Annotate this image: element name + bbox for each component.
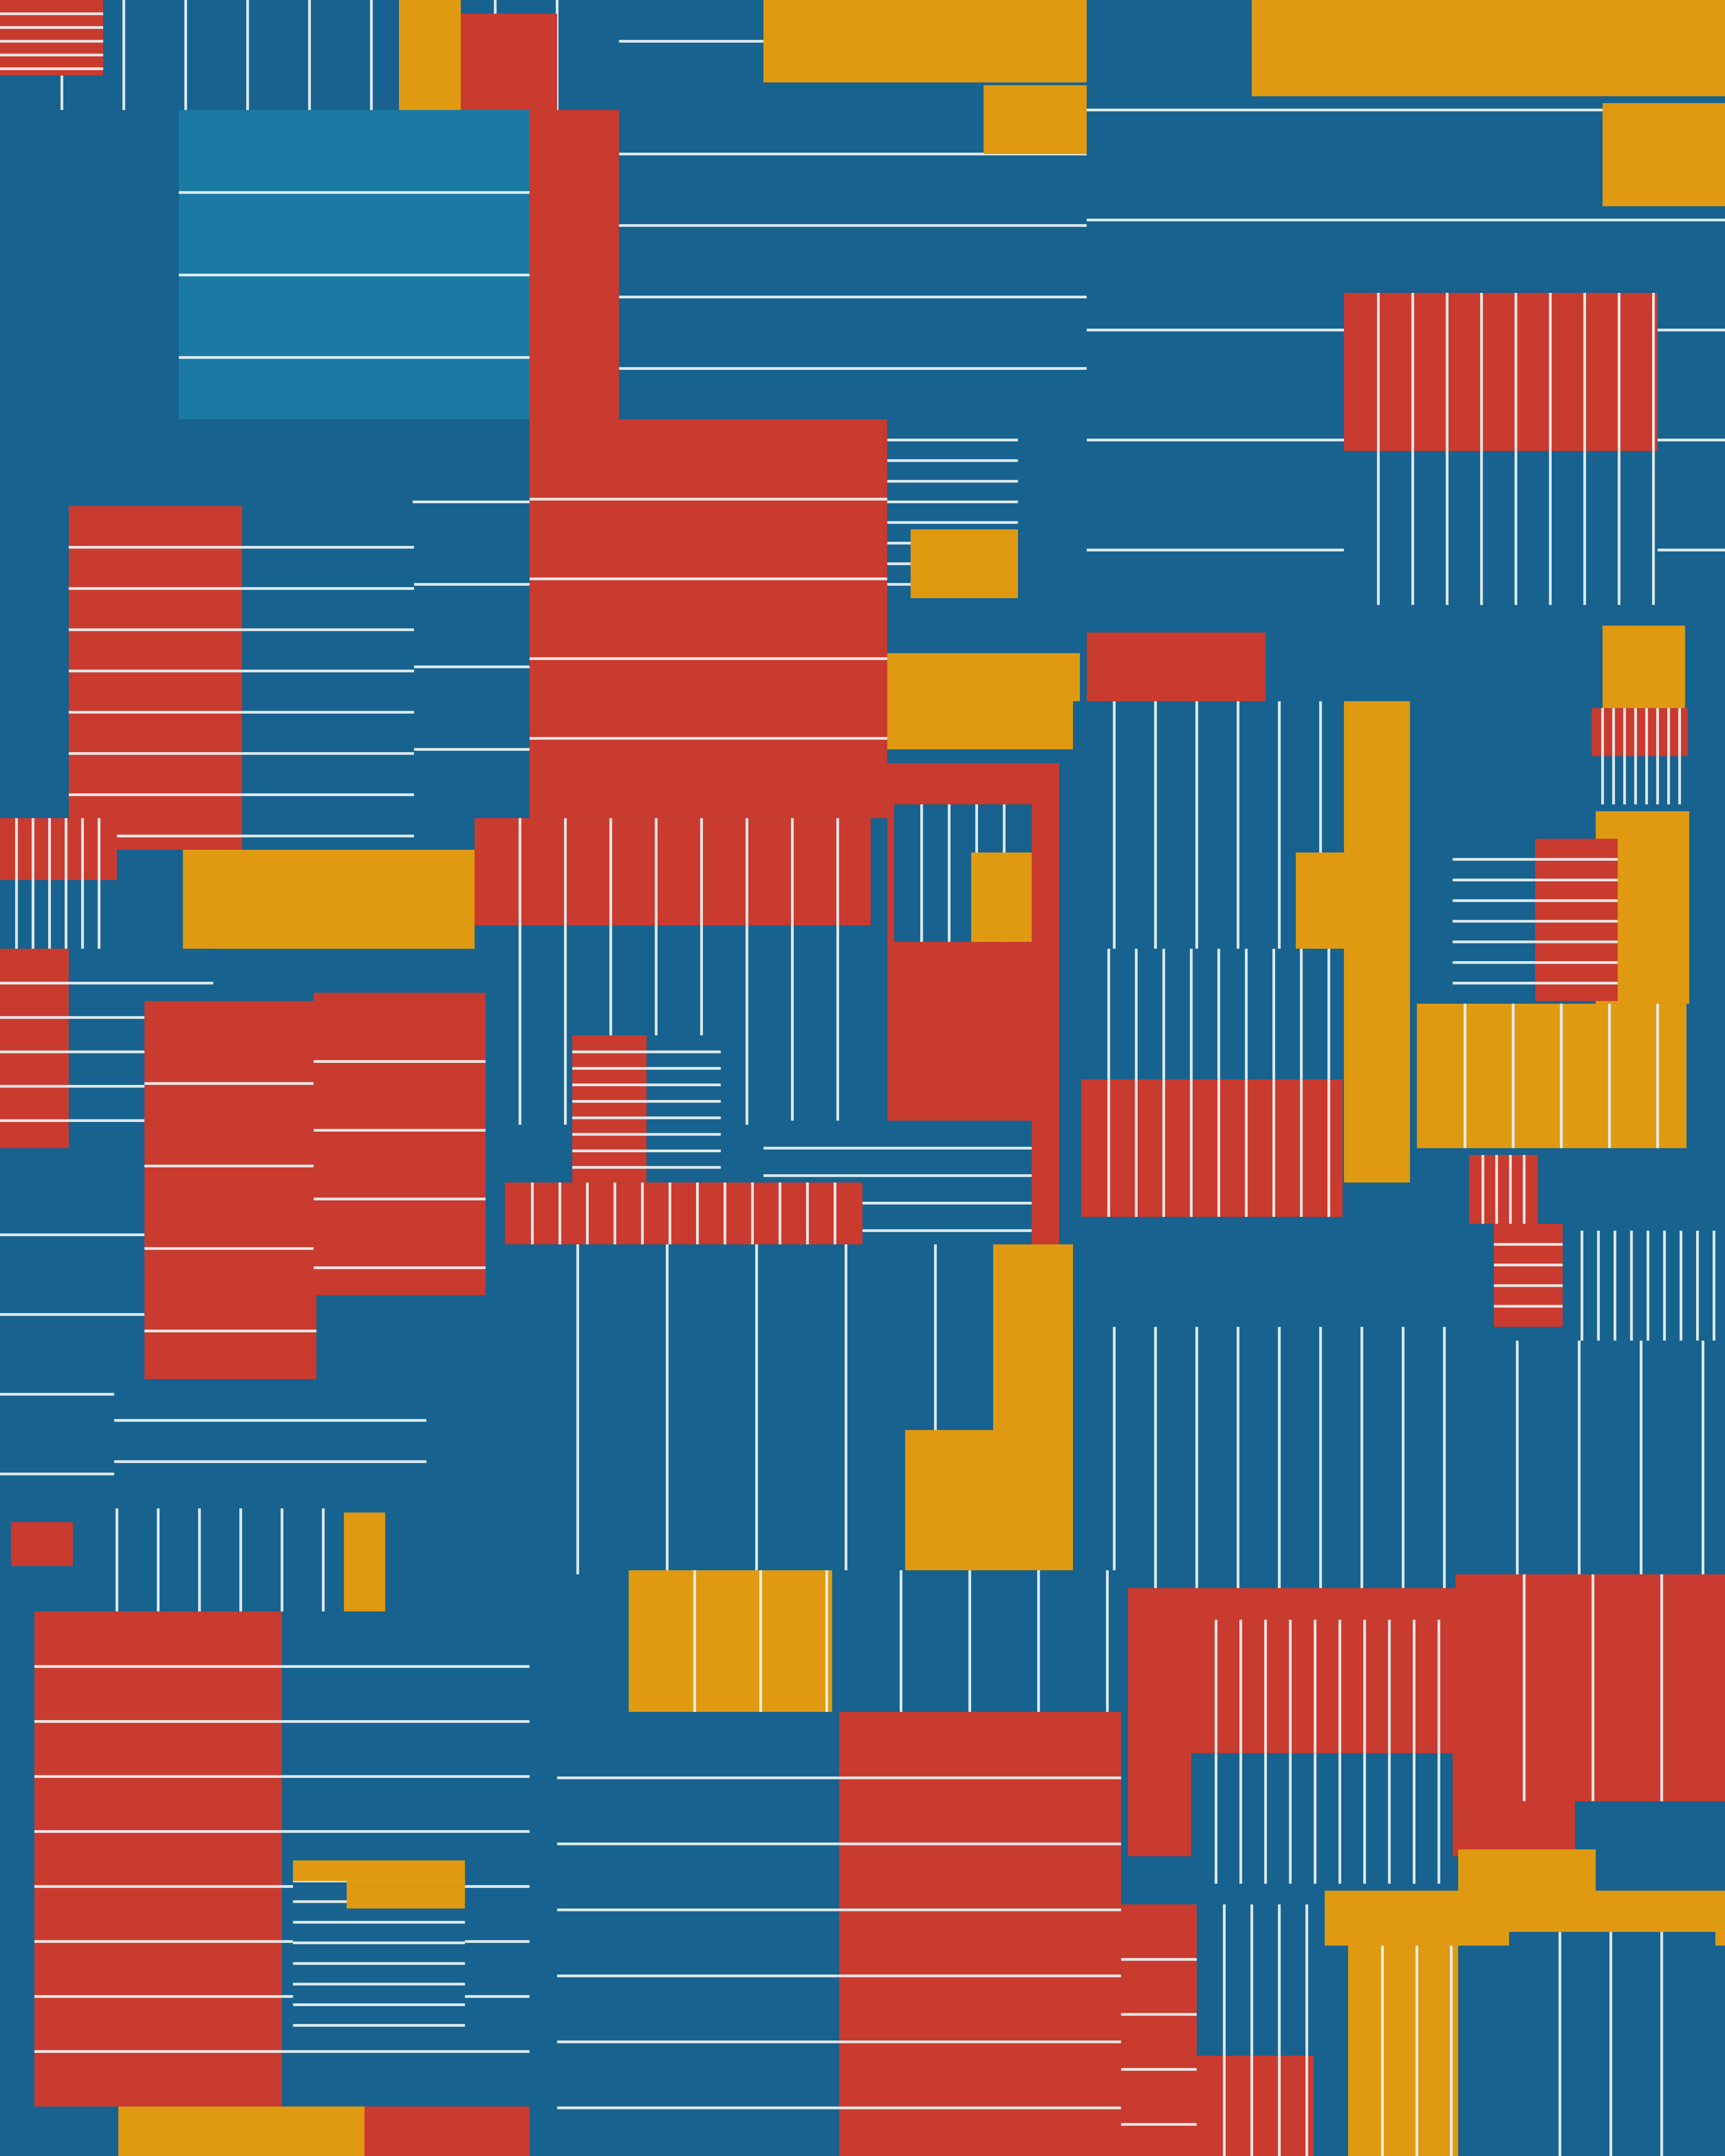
panel bbox=[910, 529, 1018, 599]
panel bbox=[1197, 2056, 1314, 2156]
panel bbox=[1591, 756, 1688, 805]
panel bbox=[646, 1035, 721, 1183]
panel bbox=[628, 1570, 832, 1715]
panel bbox=[505, 1182, 862, 1244]
panel bbox=[1265, 625, 1603, 702]
panel bbox=[183, 849, 476, 949]
panel bbox=[1469, 1155, 1538, 1224]
panel bbox=[346, 1881, 465, 1909]
panel bbox=[1455, 1341, 1725, 1575]
panel bbox=[144, 1001, 317, 1379]
panel bbox=[530, 419, 888, 818]
panel bbox=[114, 1379, 427, 1503]
panel bbox=[983, 85, 1087, 154]
panel bbox=[1565, 1230, 1725, 1341]
panel bbox=[1344, 451, 1658, 605]
panel bbox=[1494, 1224, 1563, 1327]
panel bbox=[839, 1712, 1121, 2156]
panel bbox=[1455, 1574, 1725, 1802]
panel bbox=[1344, 293, 1658, 451]
panel bbox=[0, 0, 104, 76]
panel bbox=[1197, 1904, 1314, 2056]
panel bbox=[1348, 1946, 1458, 2156]
panel bbox=[1191, 1753, 1453, 1884]
panel bbox=[0, 949, 69, 1148]
panel bbox=[832, 1570, 1131, 1715]
panel bbox=[293, 1860, 465, 1881]
panel bbox=[344, 1512, 386, 1612]
panel bbox=[1603, 103, 1725, 207]
panel bbox=[75, 1508, 344, 1612]
panel bbox=[1081, 949, 1343, 1080]
panel bbox=[993, 1244, 1073, 1575]
panel bbox=[399, 0, 461, 110]
panel bbox=[1086, 632, 1266, 702]
panel bbox=[11, 1522, 73, 1567]
panel bbox=[1295, 852, 1344, 949]
panel bbox=[242, 506, 414, 850]
panel bbox=[1191, 1620, 1453, 1753]
panel bbox=[1458, 1801, 1575, 1856]
panel bbox=[971, 852, 1032, 942]
panel bbox=[1344, 701, 1410, 1183]
panel bbox=[314, 993, 486, 1295]
panel bbox=[530, 110, 619, 420]
panel bbox=[474, 818, 871, 926]
panel bbox=[1121, 1904, 1197, 2156]
panel bbox=[179, 110, 530, 420]
panel bbox=[1603, 625, 1685, 708]
panel bbox=[461, 13, 557, 110]
panel bbox=[118, 2106, 366, 2156]
panel bbox=[557, 1712, 839, 2156]
panel bbox=[0, 880, 117, 949]
panel bbox=[763, 0, 1087, 83]
panel bbox=[1081, 1079, 1343, 1217]
panel bbox=[1458, 1849, 1596, 1891]
panel bbox=[69, 506, 242, 850]
panel bbox=[905, 1430, 994, 1575]
panel bbox=[1251, 0, 1725, 97]
panel bbox=[1073, 1327, 1458, 1589]
panel bbox=[1417, 1003, 1687, 1148]
panel bbox=[887, 653, 1080, 749]
panel bbox=[364, 2106, 530, 2156]
panel bbox=[412, 419, 530, 818]
panel bbox=[34, 1611, 282, 2107]
panel bbox=[1591, 708, 1688, 756]
